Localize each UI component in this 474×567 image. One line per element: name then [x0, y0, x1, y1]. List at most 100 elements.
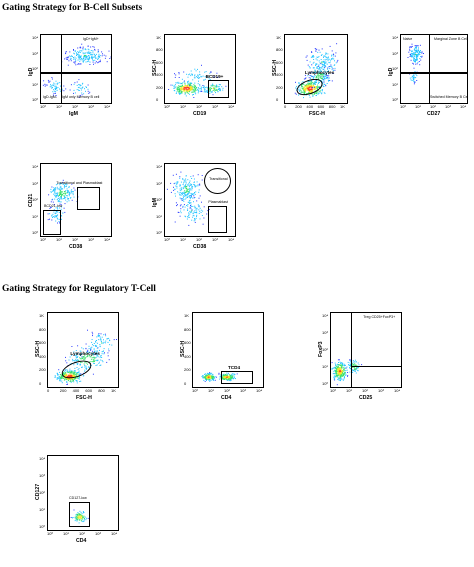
event-dot: [328, 73, 330, 75]
event-dot: [225, 375, 227, 377]
event-dot: [61, 380, 63, 382]
event-dot: [176, 88, 178, 90]
event-dot: [81, 353, 83, 355]
event-dot: [80, 354, 82, 356]
event-dot: [80, 511, 82, 513]
event-dot: [336, 375, 338, 376]
event-dot: [79, 95, 81, 96]
event-dot: [340, 371, 342, 373]
event-dot: [190, 188, 191, 190]
event-dot: [343, 376, 345, 378]
event-dot: [178, 72, 180, 73]
event-dot: [87, 52, 89, 54]
event-dot: [327, 68, 329, 70]
event-dot: [83, 359, 85, 361]
event-dot: [94, 54, 95, 56]
event-dot: [227, 373, 229, 375]
event-dot: [87, 355, 89, 357]
event-dot: [173, 183, 175, 185]
plot-cd21-vs-cd38: Transitional and Plasmablast BCD21-low CD2…: [28, 163, 112, 253]
event-dot: [78, 359, 80, 361]
event-dot: [209, 372, 210, 374]
event-dot: [66, 384, 68, 385]
event-dot: [418, 61, 420, 62]
event-dot: [207, 377, 208, 379]
event-dot: [411, 55, 413, 57]
event-dot: [87, 517, 89, 519]
y-tick-label: 0: [184, 381, 187, 386]
event-dot: [189, 184, 191, 186]
event-dot: [233, 376, 235, 378]
x-tick-label: 10⁴: [394, 388, 401, 393]
event-dot: [187, 208, 189, 210]
event-dot: [185, 88, 187, 90]
event-dot: [86, 350, 88, 352]
event-dot: [223, 373, 225, 375]
event-dot: [233, 373, 235, 375]
event-dot: [355, 361, 357, 363]
event-dot: [67, 64, 69, 66]
event-dot: [50, 84, 51, 86]
event-dot: [224, 374, 226, 376]
event-dot: [60, 85, 61, 87]
event-dot: [63, 377, 65, 378]
event-dot: [183, 200, 185, 202]
event-dot: [306, 83, 308, 85]
event-dot: [75, 52, 77, 54]
event-dot: [198, 197, 200, 199]
event-dot: [344, 365, 345, 367]
event-dot: [183, 182, 184, 184]
event-dot: [338, 364, 340, 365]
event-dot: [310, 91, 312, 93]
event-dot: [80, 518, 82, 519]
event-dot: [340, 362, 342, 364]
event-dot: [219, 90, 221, 92]
event-dot: [209, 372, 211, 373]
event-dot: [314, 92, 316, 94]
event-dot: [313, 88, 315, 90]
event-dot: [71, 372, 72, 374]
event-dot: [176, 82, 178, 84]
event-dot: [209, 88, 210, 90]
event-dot: [411, 80, 413, 81]
event-dot: [338, 368, 340, 370]
event-dot: [62, 375, 63, 377]
event-dot: [72, 517, 73, 519]
event-dot: [89, 356, 91, 358]
x-tick-label: 10⁰: [400, 104, 407, 109]
event-dot: [69, 375, 71, 377]
event-dot: [417, 47, 419, 49]
event-dot: [190, 88, 192, 90]
event-dot: [70, 371, 72, 372]
event-dot: [328, 79, 330, 81]
event-dot: [59, 379, 61, 381]
event-dot: [84, 55, 86, 57]
event-dot: [309, 61, 311, 63]
event-dot: [79, 513, 81, 515]
event-dot: [58, 200, 60, 201]
event-dots: [54, 329, 117, 385]
event-dot: [67, 190, 69, 192]
event-dot: [174, 86, 176, 88]
event-dot: [179, 89, 181, 91]
event-dot: [49, 86, 51, 88]
event-dot: [340, 372, 342, 374]
event-dot: [419, 51, 420, 52]
event-dot: [329, 60, 331, 62]
event-dot: [182, 192, 184, 194]
event-dot: [324, 55, 326, 57]
event-dot: [419, 58, 421, 59]
event-dot: [181, 88, 183, 90]
plot-foxp3-vs-cd25: Treg CD25+FoxP3+ FoxP3 CD25 10⁰ 10¹ 10² 10³ 10⁴…: [318, 312, 402, 404]
event-dot: [338, 370, 340, 372]
event-dot: [179, 90, 181, 92]
event-dot: [59, 376, 61, 378]
event-dot: [308, 83, 310, 85]
event-dot: [204, 76, 206, 78]
event-dot: [315, 50, 317, 52]
event-dot: [98, 334, 100, 336]
event-dot: [331, 65, 333, 67]
event-dot: [105, 55, 107, 57]
event-dot: [69, 379, 71, 381]
event-dot: [186, 85, 188, 87]
